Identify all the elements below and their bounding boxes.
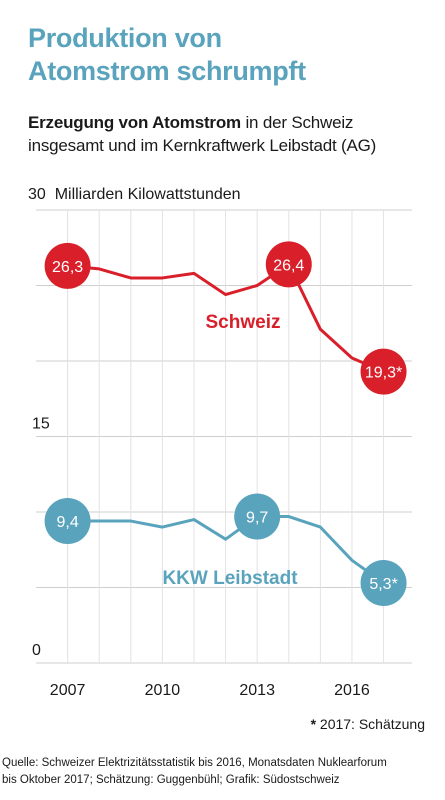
y-tick-top-label: 30 xyxy=(28,186,46,203)
data-label: 26,4 xyxy=(273,257,304,274)
y-tick-label: 15 xyxy=(32,416,50,433)
chart-subtitle: Erzeugung von Atomstrom in der Schweiz i… xyxy=(28,111,438,157)
footnote-text: 2017: Schätzung xyxy=(316,716,425,732)
data-label-circle xyxy=(360,559,407,606)
subtitle-bold: Erzeugung von Atomstrom xyxy=(28,113,241,132)
source-line-1: Quelle: Schweizer Elektrizitätsstatistik… xyxy=(2,757,387,769)
y-tick-label: 0 xyxy=(32,642,41,659)
series-line xyxy=(67,515,385,585)
data-label: 26,3 xyxy=(52,259,83,276)
data-label-circle xyxy=(44,242,91,289)
data-label-circle xyxy=(360,348,407,395)
subtitle-rest: in der Schweiz xyxy=(240,113,354,132)
data-label-circle xyxy=(44,498,91,545)
x-tick-label: 2010 xyxy=(145,682,181,699)
source-note: Quelle: Schweizer Elektrizitätsstatistik… xyxy=(2,755,442,789)
title-line-2: Atomstrom schrumpft xyxy=(28,56,306,86)
x-tick-label: 2007 xyxy=(50,682,86,699)
data-label-circle xyxy=(265,241,312,288)
subtitle-line-2: insgesamt und im Kernkraftwerk Leibstadt… xyxy=(28,136,377,155)
x-tick-label: 2016 xyxy=(334,682,370,699)
footnote-star: * xyxy=(310,716,317,732)
source-line-2: bis Oktober 2017; Schätzung: Guggenbühl;… xyxy=(2,774,340,786)
chart-title: Produktion von Atomstrom schrumpft xyxy=(28,22,428,88)
y-axis-unit: 30 Milliarden Kilowattstunden xyxy=(28,186,241,204)
data-label: 9,7 xyxy=(246,510,268,527)
unit-label: Milliarden Kilowattstunden xyxy=(54,186,241,203)
data-label: 9,4 xyxy=(56,514,78,531)
x-tick-label: 2013 xyxy=(239,682,275,699)
footnote: * 2017: Schätzung xyxy=(311,716,425,732)
title-line-1: Produktion von xyxy=(28,23,222,53)
series-name-label: KKW Leibstadt xyxy=(162,568,298,589)
data-label-circle xyxy=(234,493,281,540)
series-name-label: Schweiz xyxy=(206,312,281,333)
series-line xyxy=(67,262,385,373)
data-label: 5,3* xyxy=(369,576,397,593)
data-label: 19,3* xyxy=(365,365,402,382)
